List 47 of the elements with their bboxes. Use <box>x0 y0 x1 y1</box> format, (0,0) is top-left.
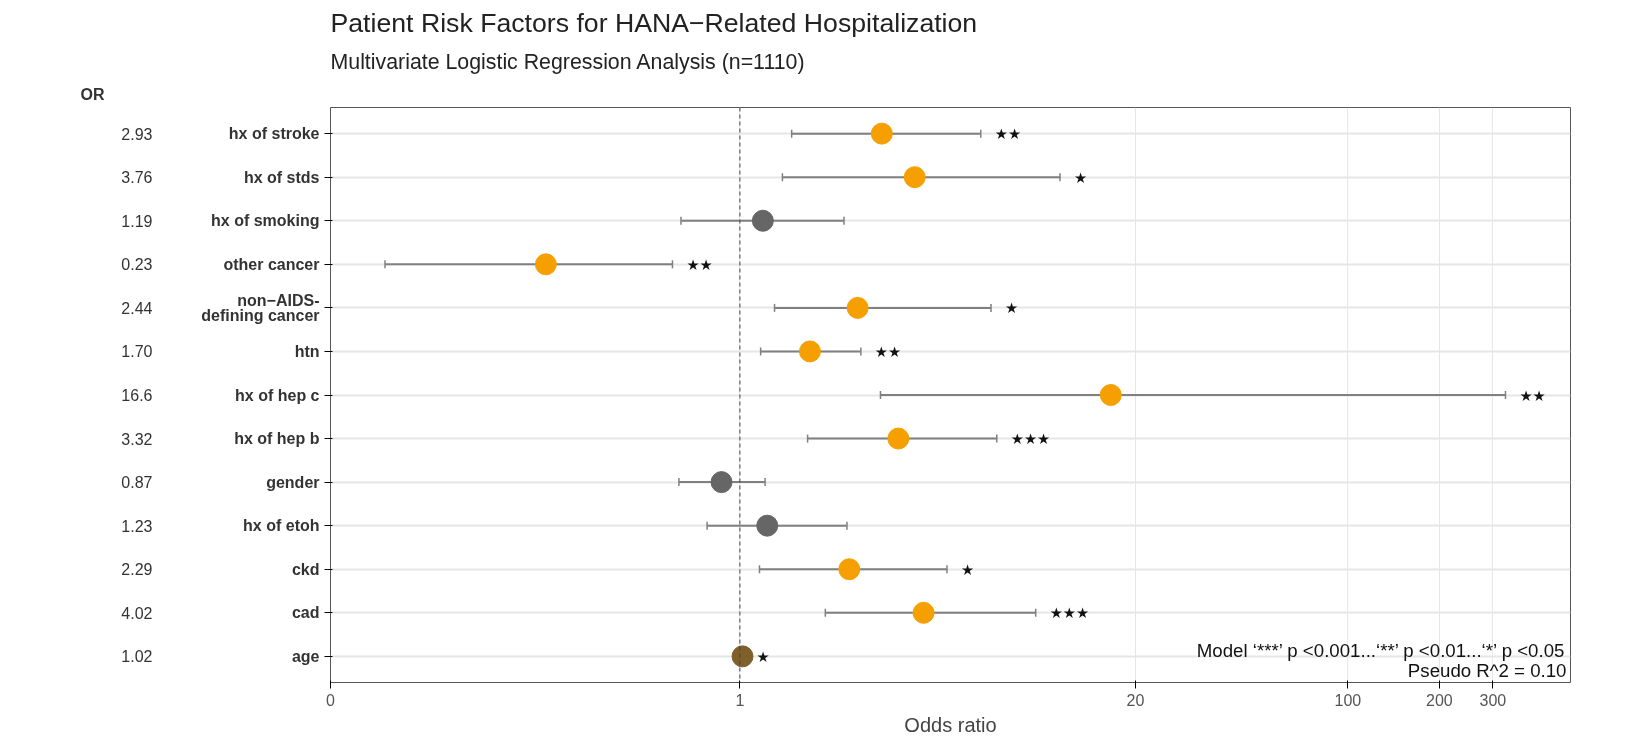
y-tick-label: hx of etoh <box>243 517 320 535</box>
data-label: 1.19 <box>121 212 153 230</box>
data-label: 0.87 <box>121 474 153 492</box>
y-tick-label: htn <box>294 342 320 360</box>
data-label: 3.32 <box>121 430 153 448</box>
data-label: 1.23 <box>121 517 153 535</box>
data-label: 2.44 <box>121 299 153 317</box>
annotation: ★★★ <box>1010 430 1051 448</box>
data-label: 4.02 <box>121 604 153 622</box>
y-tick-label: cad <box>291 604 320 622</box>
annotation: Model ‘***’ p <0.001...‘**’ p <0.01...‘*’ p <0.05 <box>1196 639 1565 661</box>
y-tick-label: hx of stds <box>243 168 320 186</box>
x-tick-label: 20 <box>1126 691 1145 709</box>
annotation: ★★ <box>686 255 713 273</box>
annotation: ★★ <box>994 125 1022 143</box>
x-tick-label: 200 <box>1426 691 1453 709</box>
data-label: 2.93 <box>121 125 153 143</box>
chart-title: Patient Risk Factors for HANA−Related Hospitalization <box>330 7 978 38</box>
x-axis-title: Odds ratio <box>904 713 997 736</box>
y-tick-label: other cancer <box>223 255 320 273</box>
annotation: ★★ <box>1519 386 1546 404</box>
x-tick-label: 0 <box>326 691 336 709</box>
text: OR <box>80 85 105 103</box>
y-tick-label: ckd <box>291 560 320 578</box>
data-label: 2.29 <box>121 561 153 579</box>
chart-subtitle: Multivariate Logistic Regression Analysis (n=1110) <box>330 49 805 74</box>
y-tick-label: hx of hep c <box>235 386 320 404</box>
data-label: 0.23 <box>121 256 153 274</box>
y-tick-label: hx of smoking <box>211 212 320 230</box>
y-tick-label: hx of hep b <box>234 430 320 448</box>
annotation: ★ <box>1005 299 1019 317</box>
x-tick-label: 300 <box>1479 691 1507 709</box>
y-tick-label: non−AIDS- defining cancer <box>201 291 320 325</box>
annotation: ★★ <box>874 342 902 360</box>
y-tick-label: hx of stroke <box>228 125 320 143</box>
data-label: 1.70 <box>121 343 153 361</box>
x-tick-label: 100 <box>1334 691 1362 709</box>
data-label: 16.6 <box>121 387 153 404</box>
x-tick-label: 1 <box>735 691 745 709</box>
data-label: 3.76 <box>121 169 153 187</box>
annotation: ★ <box>756 647 770 665</box>
data-label: 1.02 <box>121 648 153 666</box>
y-tick-label: gender <box>266 473 320 491</box>
annotation: ★ <box>1074 168 1088 186</box>
annotation: ★★★ <box>1049 604 1090 622</box>
annotation: ★ <box>960 560 975 578</box>
y-tick-label: age <box>291 647 320 665</box>
